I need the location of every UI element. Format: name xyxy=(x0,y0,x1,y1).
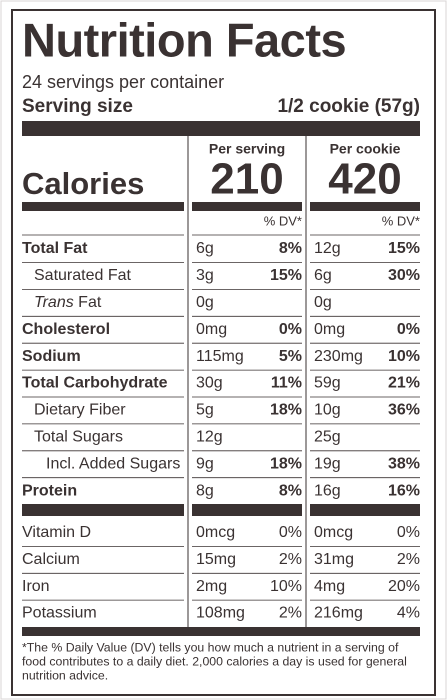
amount: 8g xyxy=(196,482,214,499)
daily-value: 0% xyxy=(397,524,420,541)
daily-value: 2% xyxy=(397,551,420,568)
thick-rule xyxy=(22,627,420,636)
thick-rule xyxy=(310,504,420,516)
daily-value: 0% xyxy=(397,321,420,338)
daily-value: 2% xyxy=(279,605,302,622)
vitamin-label: Potassium xyxy=(22,605,97,622)
vitamin-label: Calcium xyxy=(22,551,80,568)
daily-value: 36% xyxy=(388,402,420,419)
footnote: *The % Daily Value (DV) tells you how mu… xyxy=(22,640,399,654)
amount: 6g xyxy=(314,267,332,284)
amount: 0g xyxy=(196,294,214,311)
nutrient-label: Incl. Added Sugars xyxy=(46,455,180,472)
amount: 2mg xyxy=(196,578,227,595)
amount: 10g xyxy=(314,402,341,419)
amount: 216mg xyxy=(314,605,363,622)
amount: 115mg xyxy=(196,348,244,365)
thick-rule xyxy=(310,202,420,211)
nutrient-label: Saturated Fat xyxy=(34,267,132,284)
amount: 6g xyxy=(196,240,214,257)
amount: 108mg xyxy=(196,605,245,622)
amount: 59g xyxy=(314,375,341,392)
daily-value: 8% xyxy=(279,482,302,499)
amount: 4mg xyxy=(314,578,345,595)
calories-value: 210 xyxy=(210,155,283,204)
amount: 25g xyxy=(314,429,341,446)
daily-value: 2% xyxy=(279,551,302,568)
nutrient-label: Total Fat xyxy=(22,240,88,257)
daily-value: 20% xyxy=(388,578,420,595)
daily-value: 15% xyxy=(270,267,302,284)
daily-value: 18% xyxy=(270,455,302,472)
calories-label: Calories xyxy=(22,166,144,201)
daily-value: 18% xyxy=(270,402,302,419)
amount: 0mcg xyxy=(196,524,235,541)
daily-value: 4% xyxy=(397,605,420,622)
amount: 16g xyxy=(314,482,341,499)
daily-value: 11% xyxy=(271,375,302,392)
daily-value: 5% xyxy=(279,348,302,365)
daily-value: 0% xyxy=(279,321,302,338)
calories-value: 420 xyxy=(328,155,401,204)
vitamin-label: Vitamin D xyxy=(22,524,91,541)
serving-size-label: Serving size xyxy=(22,96,133,117)
thick-rule xyxy=(192,504,302,516)
amount: 12g xyxy=(196,429,223,446)
daily-value: 15% xyxy=(388,240,420,257)
daily-value: 8% xyxy=(279,240,302,257)
daily-value: 30% xyxy=(388,267,420,284)
nutrient-label: Total Carbohydrate xyxy=(22,375,168,392)
nutrient-label-prefix: Trans xyxy=(34,294,74,311)
amount: 230mg xyxy=(314,348,363,365)
footnote: food contributes to a daily diet. 2,000 … xyxy=(22,654,407,668)
daily-value: 38% xyxy=(388,455,420,472)
thick-rule xyxy=(22,504,184,516)
amount: 19g xyxy=(314,455,341,472)
amount: 30g xyxy=(196,375,223,392)
thick-rule xyxy=(192,202,302,211)
daily-value: 10% xyxy=(270,578,302,595)
column-heading: Per serving xyxy=(209,141,285,157)
daily-value: 10% xyxy=(388,348,420,365)
amount: 5g xyxy=(196,402,214,419)
title: Nutrition Facts xyxy=(22,13,346,66)
nutrient-label: Total Sugars xyxy=(34,429,123,446)
amount: 0mg xyxy=(196,321,227,338)
nutrient-label: Sodium xyxy=(22,348,81,365)
dv-heading: % DV* xyxy=(264,213,302,228)
nutrient-label: Cholesterol xyxy=(22,321,110,338)
nutrient-label: Trans Fat xyxy=(34,294,102,311)
nutrient-label: Protein xyxy=(22,482,77,499)
amount: 0g xyxy=(314,294,332,311)
serving-size: 1/2 cookie (57g) xyxy=(277,96,420,117)
daily-value: 16% xyxy=(388,482,420,499)
amount: 0mcg xyxy=(314,524,353,541)
amount: 31mg xyxy=(314,551,354,568)
dv-heading: % DV* xyxy=(382,213,420,228)
nutrient-label-text: Fat xyxy=(78,294,102,311)
amount: 12g xyxy=(314,240,341,257)
daily-value: 0% xyxy=(279,524,302,541)
amount: 15mg xyxy=(196,551,236,568)
footnote: nutrition advice. xyxy=(22,668,108,682)
nutrient-label: Dietary Fiber xyxy=(34,402,126,419)
amount: 3g xyxy=(196,267,214,284)
thick-rule xyxy=(22,121,420,136)
vitamin-label: Iron xyxy=(22,578,50,595)
daily-value: 21% xyxy=(388,375,420,392)
column-heading: Per cookie xyxy=(330,141,401,157)
amount: 9g xyxy=(196,455,214,472)
border xyxy=(11,9,436,696)
thick-rule xyxy=(22,202,184,211)
amount: 0mg xyxy=(314,321,345,338)
servings: 24 servings per container xyxy=(22,72,224,92)
